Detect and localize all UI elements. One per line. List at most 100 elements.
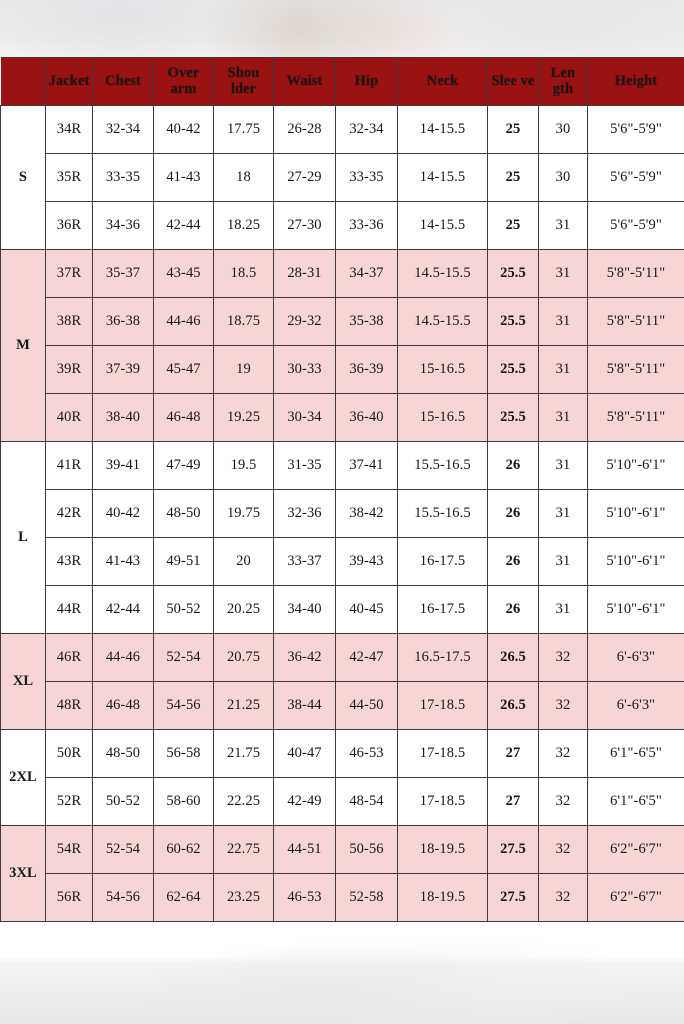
cell-shoulder: 20 [213,537,274,586]
cell-height: 5'8"-5'11" [587,345,684,394]
cell-jacket: 39R [45,345,93,394]
table-row: 2XL 50R 48-50 56-58 21.75 40-47 46-53 17-18.5 27… [0,729,684,826]
cell-hip: 35-38 [335,297,398,346]
cell-shoulder: 20.75 [213,633,274,682]
cell-hip: 40-45 [335,585,398,634]
cell-overarm: 45-47 [153,345,214,394]
cell-length: 31 [538,585,588,634]
cell-jacket: 50R [45,729,93,778]
cell-jacket: 36R [45,201,93,250]
cell-chest: 39-41 [92,441,154,490]
column-header-neck: Neck [397,57,488,106]
cell-jacket: 43R [45,537,93,586]
cell-hip: 44-50 [335,681,398,730]
column-header-chest: Chest [92,57,154,106]
table-row: 38R 36-38 44-46 18.75 29-32 35-38 14.5-15.5 25.… [1,297,684,346]
cell-shoulder: 19.75 [213,489,274,538]
cell-length: 32 [538,873,588,922]
cell-shoulder: 22.75 [213,825,274,874]
cell-overarm: 44-46 [153,297,214,346]
cell-height: 6'1"-6'5" [587,777,684,826]
cell-shoulder: 18 [213,153,274,202]
column-header-jacket: Jacket [45,57,93,106]
cell-waist: 40-47 [273,729,336,778]
cell-overarm: 50-52 [153,585,214,634]
cell-height: 6'1"-6'5" [587,729,684,778]
cell-overarm: 41-43 [153,153,214,202]
cell-waist: 42-49 [273,777,336,826]
cell-length: 32 [538,777,588,826]
cell-hip: 38-42 [335,489,398,538]
cell-shoulder: 19.5 [213,441,274,490]
table-row: 39R 37-39 45-47 19 30-33 36-39 15-16.5 25.5 31 5'… [1,345,684,394]
cell-shoulder: 21.25 [213,681,274,730]
cell-sleeve: 26.5 [487,681,539,730]
cell-waist: 31-35 [273,441,336,490]
cell-length: 32 [538,681,588,730]
cell-chest: 40-42 [92,489,154,538]
cell-neck: 17-18.5 [397,681,488,730]
cell-neck: 15-16.5 [397,393,488,442]
cell-neck: 18-19.5 [397,825,488,874]
cell-hip: 34-37 [335,249,398,298]
cell-shoulder: 22.25 [213,777,274,826]
cell-sleeve: 27.5 [487,825,539,874]
cell-length: 30 [538,153,588,202]
cell-length: 31 [538,441,588,490]
cell-hip: 33-36 [335,201,398,250]
cell-waist: 33-37 [273,537,336,586]
cell-neck: 14-15.5 [397,105,488,154]
cell-sleeve: 25 [487,153,539,202]
table-row: L 41R 39-41 47-49 19.5 31-35 37-41 15.5-16.5 26 3… [0,441,684,634]
size-chart-table: Jacket Chest Over arm Shou lder Waist Hi… [0,57,684,922]
column-header-length: Len gth [538,57,588,106]
cell-jacket: 35R [45,153,93,202]
table-row: 42R 40-42 48-50 19.75 32-36 38-42 15.5-16.5 26 3… [1,489,684,538]
table-row: 3XL 54R 52-54 60-62 22.75 44-51 50-56 18-19.5 27… [0,825,684,922]
cell-shoulder: 19.25 [213,393,274,442]
cell-chest: 41-43 [92,537,154,586]
table-row: 56R 54-56 62-64 23.25 46-53 52-58 18-19.5 27.5 3… [1,873,684,922]
cell-chest: 36-38 [92,297,154,346]
cell-length: 31 [538,249,588,298]
table-row: XL 46R 44-46 52-54 20.75 36-42 42-47 16.5-17.5 2… [0,633,684,730]
cell-chest: 50-52 [92,777,154,826]
cell-jacket: 54R [45,825,93,874]
cell-waist: 26-28 [273,105,336,154]
cell-hip: 50-56 [335,825,398,874]
cell-waist: 28-31 [273,249,336,298]
cell-sleeve: 25 [487,105,539,154]
cell-length: 32 [538,825,588,874]
cell-hip: 42-47 [335,633,398,682]
cell-waist: 46-53 [273,873,336,922]
cell-neck: 17-18.5 [397,729,488,778]
cell-jacket: 38R [45,297,93,346]
table-header: Jacket Chest Over arm Shou lder Waist Hi… [0,57,684,106]
cell-overarm: 62-64 [153,873,214,922]
cell-height: 5'6"-5'9" [587,201,684,250]
cell-sleeve: 26.5 [487,633,539,682]
cell-shoulder: 19 [213,345,274,394]
cell-chest: 35-37 [92,249,154,298]
cell-jacket: 40R [45,393,93,442]
cell-chest: 44-46 [92,633,154,682]
cell-height: 5'6"-5'9" [587,105,684,154]
cell-waist: 27-30 [273,201,336,250]
cell-waist: 30-34 [273,393,336,442]
cell-neck: 16.5-17.5 [397,633,488,682]
cell-sleeve: 26 [487,441,539,490]
size-group-label-2xl: 2XL [0,729,46,826]
cell-jacket: 52R [45,777,93,826]
cell-overarm: 49-51 [153,537,214,586]
cell-sleeve: 27.5 [487,873,539,922]
cell-sleeve: 25.5 [487,249,539,298]
cell-overarm: 58-60 [153,777,214,826]
cell-chest: 33-35 [92,153,154,202]
cell-overarm: 48-50 [153,489,214,538]
cell-height: 6'-6'3" [587,681,684,730]
cell-jacket: 56R [45,873,93,922]
cell-height: 5'10"-6'1" [587,585,684,634]
cell-hip: 33-35 [335,153,398,202]
cell-neck: 15-16.5 [397,345,488,394]
cell-waist: 44-51 [273,825,336,874]
